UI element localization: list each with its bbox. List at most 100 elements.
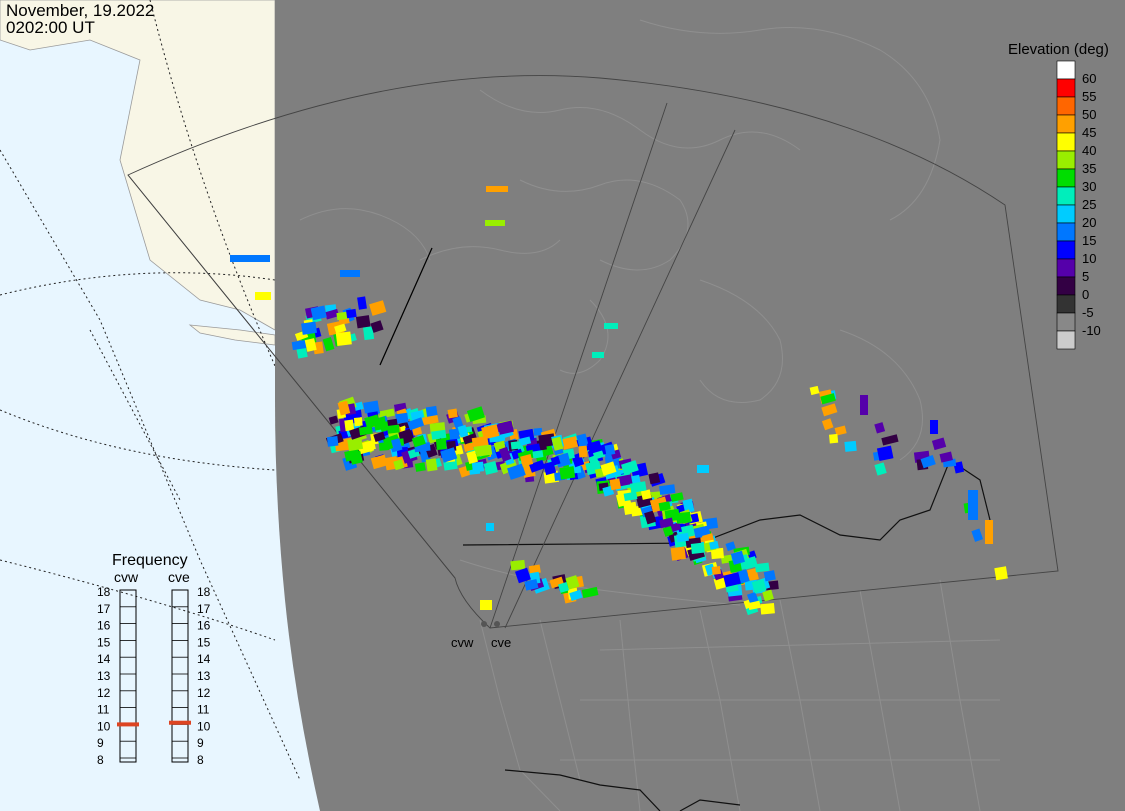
frequency-tick-label: 8 [197, 753, 204, 767]
echo-cell [431, 429, 447, 440]
frequency-column [171, 589, 189, 763]
echo-cell [486, 523, 494, 531]
echo-cell [425, 458, 438, 472]
frequency-tick-label: 9 [197, 736, 204, 750]
echo-cell [762, 589, 774, 602]
echo-cell [609, 478, 622, 491]
colorbar-tick-label: 35 [1082, 161, 1096, 176]
echo-cell [435, 438, 447, 450]
echo-cell [697, 465, 709, 473]
beam-line [379, 247, 433, 366]
echo-cell [985, 520, 993, 544]
colorbar-swatch [1056, 258, 1076, 278]
echo-cell [344, 419, 355, 432]
frequency-marker [169, 720, 191, 725]
echo-cell [358, 425, 373, 436]
colorbar-swatch [1056, 276, 1076, 296]
echo-cell [763, 570, 776, 582]
echo-cell [364, 414, 381, 429]
echo-cell [829, 433, 839, 444]
echo-cell [587, 440, 603, 455]
echo-cell [623, 501, 638, 515]
colorbar-swatch [1056, 150, 1076, 170]
echo-cell [581, 586, 599, 599]
colorbar-swatch [1056, 240, 1076, 260]
echo-cell [621, 460, 639, 475]
echo-cell [604, 444, 616, 456]
echo-cell [559, 466, 576, 480]
echo-cell [449, 428, 461, 440]
colorbar-tick-label: 20 [1082, 215, 1096, 230]
freq-radar-label-cve: cve [168, 569, 190, 585]
echo-cell [514, 567, 531, 584]
echo-cell [532, 450, 544, 459]
echo-cell [485, 220, 505, 226]
echo-cell [363, 400, 380, 414]
echo-cell [971, 528, 984, 542]
echo-cell [524, 579, 539, 591]
echo-cell [592, 352, 604, 358]
echo-cell [391, 438, 403, 452]
echo-cell [662, 525, 674, 537]
echo-cell [230, 255, 270, 262]
colorbar-swatch [1056, 60, 1076, 80]
echo-cell [751, 578, 767, 594]
colorbar-swatch [1056, 222, 1076, 242]
echo-cell [670, 492, 684, 502]
colorbar-swatch [1056, 294, 1076, 314]
echo-cell [874, 462, 887, 476]
echo-cell [313, 341, 324, 355]
frequency-tick-label: 8 [97, 753, 104, 767]
echo-cell [561, 436, 579, 450]
echo-cell [939, 451, 953, 463]
colorbar-tick-label: 10 [1082, 251, 1096, 266]
echo-cell [379, 408, 395, 419]
echo-cell [874, 422, 886, 434]
echo-cell [457, 424, 469, 438]
echo-cell [370, 320, 384, 333]
echo-cell [931, 437, 947, 451]
echo-cell [876, 445, 894, 462]
echo-cell [529, 459, 546, 473]
radar-echo-cells [230, 186, 1008, 616]
echo-cell [834, 425, 847, 436]
echo-cell [255, 292, 271, 300]
station-marker-cve [494, 621, 500, 627]
frequency-tick-label: 18 [97, 585, 111, 599]
echo-cell [291, 340, 307, 351]
echo-cell [644, 510, 657, 525]
echo-cell [322, 336, 335, 352]
echo-cell [821, 403, 838, 417]
echo-cell [440, 447, 458, 463]
colorbar-tick-label: 50 [1082, 107, 1096, 122]
echo-cell [466, 450, 479, 464]
echo-cell [538, 433, 556, 448]
echo-cell [968, 490, 978, 520]
frequency-title: Frequency [112, 552, 188, 569]
colorbar-tick-label: -5 [1082, 305, 1094, 320]
echo-cell [355, 315, 371, 329]
frequency-tick-label: 11 [197, 703, 210, 717]
echo-cell [353, 417, 363, 427]
echo-cell [447, 408, 458, 419]
echo-cell [507, 463, 526, 480]
echo-cell [821, 418, 834, 431]
echo-cell [498, 446, 512, 462]
echo-cell [578, 445, 588, 458]
echo-cell [604, 323, 618, 329]
echo-cell [623, 491, 638, 502]
colorbar-tick-label: 5 [1082, 269, 1089, 284]
echo-cell [881, 434, 899, 446]
echo-cell [334, 323, 347, 334]
echo-cell [471, 461, 485, 473]
time-label: 0202:00 UT [6, 18, 95, 37]
colorbar-swatch [1056, 114, 1076, 134]
echo-cell [920, 455, 936, 469]
frequency-tick-label: 13 [97, 669, 111, 683]
frequency-marker [117, 722, 139, 727]
echo-cell [486, 186, 508, 192]
colorbar-tick-label: 45 [1082, 125, 1096, 140]
